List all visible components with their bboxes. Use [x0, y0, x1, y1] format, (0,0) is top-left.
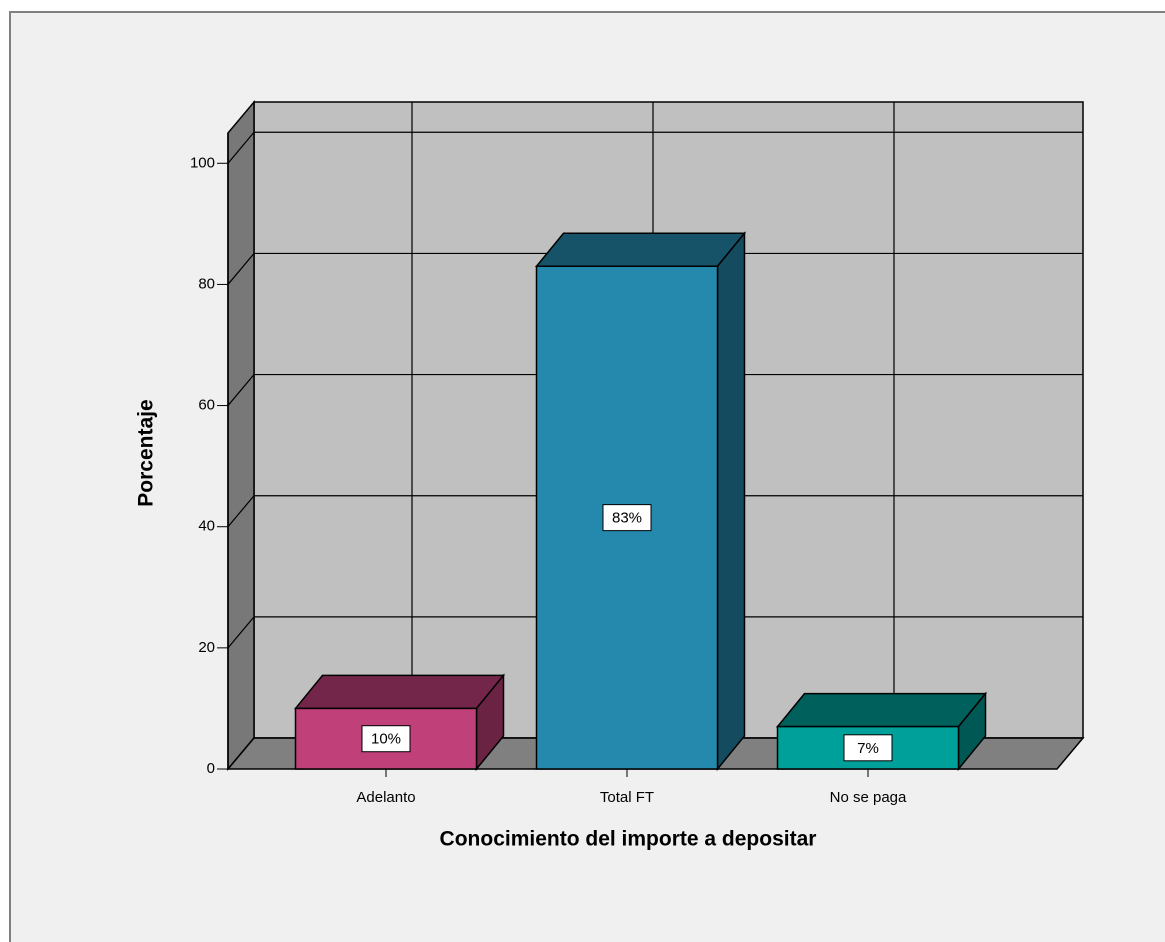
bar-top	[534, 232, 747, 268]
x-tick-label: No se paga	[830, 789, 907, 806]
x-tick-label: Total FT	[600, 789, 654, 806]
y-tick-label: 60	[198, 397, 215, 414]
value-label-box	[602, 504, 652, 532]
grid-line	[227, 253, 255, 285]
y-tick-label: 40	[198, 518, 215, 535]
value-label-box	[843, 734, 893, 762]
y-tick-label: 0	[207, 760, 215, 777]
y-axis-title: Porcentaje	[135, 399, 158, 506]
value-label-box	[361, 725, 411, 753]
bar-top	[293, 674, 506, 710]
bar-side	[716, 231, 746, 772]
side-wall	[227, 99, 255, 772]
x-tick-label: Adelanto	[356, 789, 415, 806]
bar-top	[775, 692, 988, 728]
grid-line	[227, 616, 255, 649]
value-label: 10%	[371, 731, 401, 748]
y-tick-label: 20	[198, 639, 215, 656]
grid-line	[227, 495, 255, 528]
y-tick-label: 80	[198, 275, 215, 292]
grid-line	[227, 374, 255, 406]
value-label: 7%	[857, 740, 879, 757]
y-tick-label: 100	[190, 154, 215, 171]
grid-line	[227, 737, 255, 770]
grid-line	[227, 131, 255, 164]
x-axis-title: Conocimiento del importe a depositar	[440, 828, 817, 851]
value-label: 83%	[612, 510, 642, 527]
